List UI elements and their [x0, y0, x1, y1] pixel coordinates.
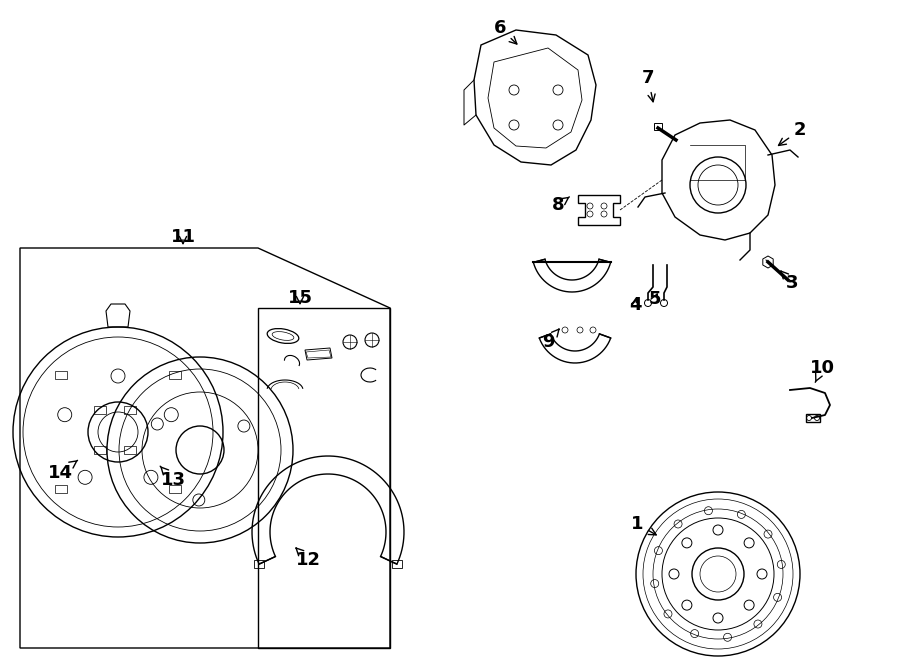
Text: 13: 13	[160, 466, 185, 489]
Text: 7: 7	[642, 69, 655, 102]
Text: 5: 5	[649, 290, 662, 308]
Text: 14: 14	[48, 460, 77, 482]
Text: 12: 12	[295, 548, 320, 569]
Text: 4: 4	[629, 296, 641, 314]
Text: 10: 10	[809, 359, 834, 382]
Text: 1: 1	[631, 515, 656, 535]
Text: 6: 6	[494, 19, 517, 44]
Text: 15: 15	[287, 289, 312, 307]
Text: 2: 2	[778, 121, 806, 145]
Text: 9: 9	[542, 329, 559, 351]
Text: 11: 11	[170, 228, 195, 246]
Text: 8: 8	[552, 196, 570, 214]
Text: 3: 3	[780, 271, 798, 292]
